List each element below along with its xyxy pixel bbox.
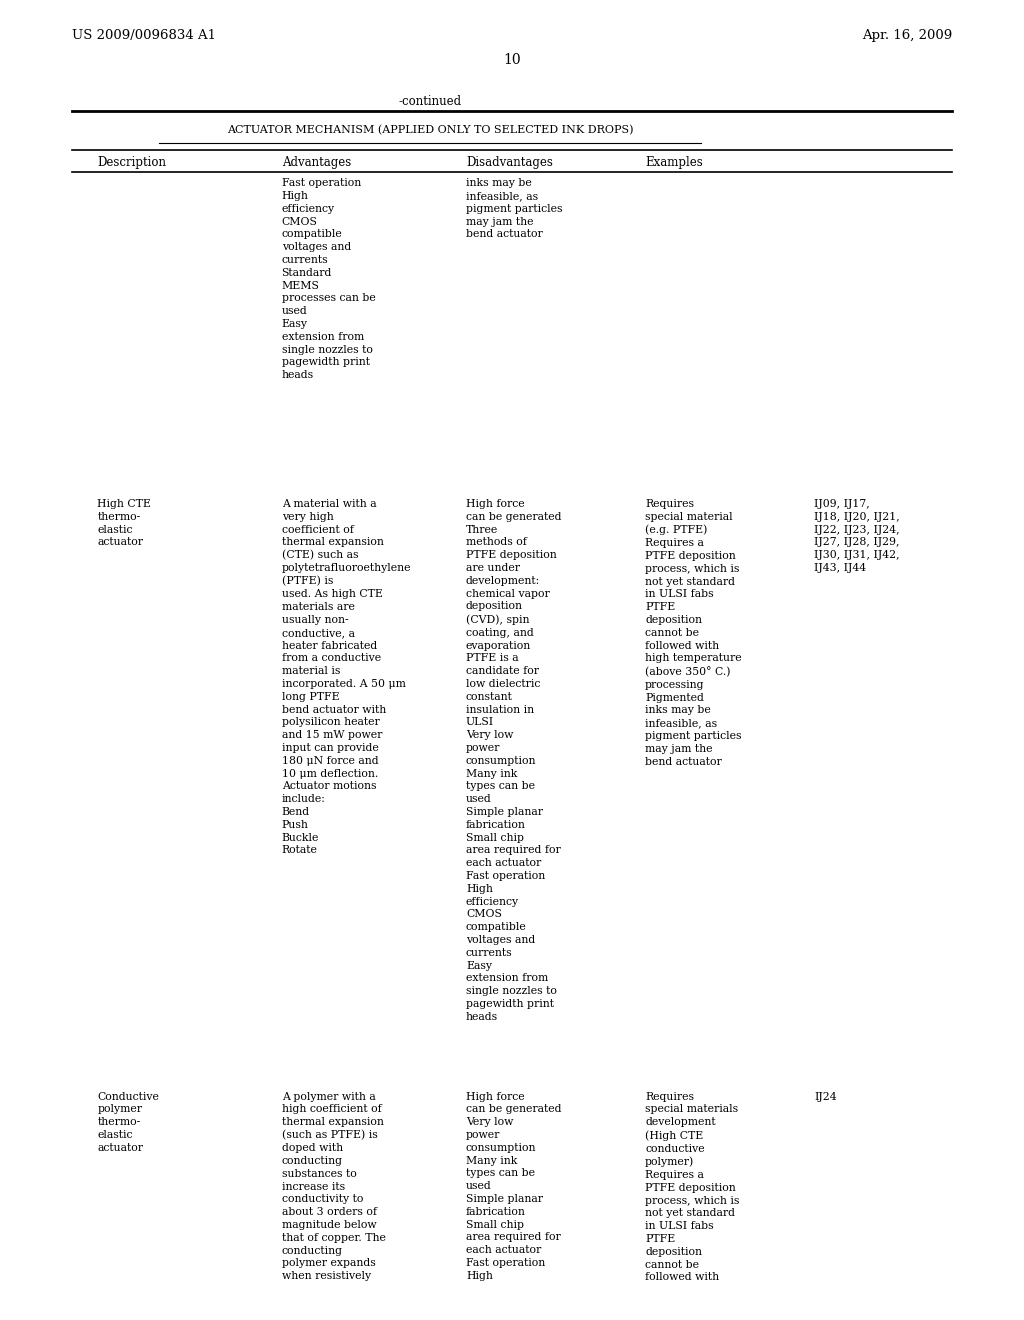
- Text: High force
can be generated
Very low
power
consumption
Many ink
types can be
use: High force can be generated Very low pow…: [466, 1092, 561, 1280]
- Text: A polymer with a
high coefficient of
thermal expansion
(such as PTFE) is
doped w: A polymer with a high coefficient of the…: [282, 1092, 385, 1282]
- Text: inks may be
infeasible, as
pigment particles
may jam the
bend actuator: inks may be infeasible, as pigment parti…: [466, 178, 562, 239]
- Text: Conductive
polymer
thermo-
elastic
actuator: Conductive polymer thermo- elastic actua…: [97, 1092, 159, 1152]
- Text: High CTE
thermo-
elastic
actuator: High CTE thermo- elastic actuator: [97, 499, 152, 548]
- Text: Description: Description: [97, 156, 166, 169]
- Text: IJ09, IJ17,
IJ18, IJ20, IJ21,
IJ22, IJ23, IJ24,
IJ27, IJ28, IJ29,
IJ30, IJ31, IJ: IJ09, IJ17, IJ18, IJ20, IJ21, IJ22, IJ23…: [814, 499, 900, 573]
- Text: A material with a
very high
coefficient of
thermal expansion
(CTE) such as
polyt: A material with a very high coefficient …: [282, 499, 411, 855]
- Text: IJ24: IJ24: [814, 1092, 837, 1102]
- Text: US 2009/0096834 A1: US 2009/0096834 A1: [72, 29, 216, 42]
- Text: Disadvantages: Disadvantages: [466, 156, 553, 169]
- Text: ACTUATOR MECHANISM (APPLIED ONLY TO SELECTED INK DROPS): ACTUATOR MECHANISM (APPLIED ONLY TO SELE…: [227, 125, 633, 136]
- Text: Apr. 16, 2009: Apr. 16, 2009: [862, 29, 952, 42]
- Text: Examples: Examples: [645, 156, 702, 169]
- Text: -continued: -continued: [398, 95, 462, 108]
- Text: Requires
special material
(e.g. PTFE)
Requires a
PTFE deposition
process, which : Requires special material (e.g. PTFE) Re…: [645, 499, 741, 767]
- Text: 10: 10: [503, 53, 521, 67]
- Text: High force
can be generated
Three
methods of
PTFE deposition
are under
developme: High force can be generated Three method…: [466, 499, 561, 1022]
- Text: Requires
special materials
development
(High CTE
conductive
polymer)
Requires a
: Requires special materials development (…: [645, 1092, 739, 1282]
- Text: Advantages: Advantages: [282, 156, 351, 169]
- Text: Fast operation
High
efficiency
CMOS
compatible
voltages and
currents
Standard
ME: Fast operation High efficiency CMOS comp…: [282, 178, 376, 380]
